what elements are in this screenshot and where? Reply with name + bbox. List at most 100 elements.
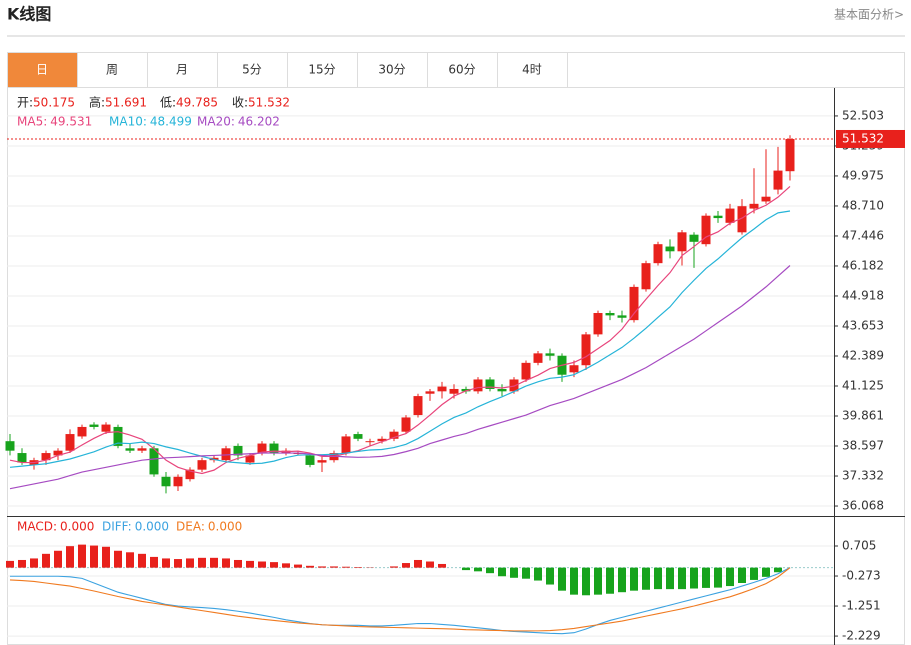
- macd-bar: [618, 567, 626, 593]
- macd-bar: [126, 552, 134, 568]
- y-tick-label: 39.861: [842, 408, 884, 422]
- candle-body: [149, 448, 159, 475]
- tab[interactable]: [287, 52, 358, 88]
- tab[interactable]: [7, 52, 78, 88]
- candle-body: [749, 203, 759, 209]
- candle-body: [65, 434, 75, 451]
- legend-value: 0.000: [60, 520, 94, 534]
- macd-bar: [6, 560, 14, 568]
- ma-line: [9, 265, 791, 490]
- tab-label[interactable]: 周: [106, 63, 118, 77]
- candle-body: [125, 448, 135, 451]
- tab-label[interactable]: 60分: [448, 63, 475, 77]
- tab-label[interactable]: 30分: [378, 63, 405, 77]
- last-price-label: 51.532: [842, 131, 884, 145]
- y-tick-label: 41.125: [842, 378, 884, 392]
- legend-label: MA10:: [109, 115, 147, 129]
- ohlc-value: 51.691: [105, 96, 147, 110]
- candle-body: [641, 263, 651, 290]
- legend-value: 46.202: [238, 115, 280, 129]
- tab-label[interactable]: 15分: [308, 63, 335, 77]
- macd-bar: [582, 567, 590, 596]
- candle-body: [533, 353, 543, 363]
- legend-label: MA5:: [17, 115, 47, 129]
- candle-body: [569, 365, 579, 373]
- candle-body: [425, 391, 435, 394]
- macd-bar: [558, 567, 566, 591]
- ma-line: [9, 186, 791, 475]
- candle-body: [701, 215, 711, 245]
- y-tick-label: 48.710: [842, 198, 884, 212]
- candle-body: [245, 455, 255, 463]
- y-tick-label: -2.229: [842, 629, 881, 643]
- macd-bar: [390, 566, 398, 568]
- macd-bar: [750, 567, 758, 580]
- y-tick-label: -0.273: [842, 569, 881, 583]
- candle-body: [461, 388, 471, 392]
- candle-body: [581, 334, 591, 366]
- macd-bar: [114, 550, 122, 568]
- tab-label[interactable]: 5分: [242, 63, 262, 77]
- macd-bar: [30, 558, 38, 568]
- candle-body: [677, 232, 687, 252]
- tab-label[interactable]: 月: [176, 63, 188, 77]
- macd-bar: [330, 566, 338, 568]
- candle-body: [389, 431, 399, 439]
- macd-bar: [18, 559, 26, 568]
- macd-bar: [774, 567, 782, 573]
- y-tick-label: 42.389: [842, 348, 884, 362]
- macd-bar: [78, 544, 86, 568]
- candle-body: [617, 315, 627, 318]
- tab-label[interactable]: 日: [36, 63, 48, 77]
- candle-body: [545, 353, 555, 356]
- candle-body: [509, 379, 519, 392]
- y-tick-label: 38.597: [842, 439, 884, 453]
- candle-body: [761, 196, 771, 202]
- macd-bar: [186, 558, 194, 568]
- y-tick-label: 36.068: [842, 499, 884, 513]
- tab[interactable]: [497, 52, 568, 88]
- candle-body: [497, 388, 507, 392]
- legend-label: MA20:: [197, 115, 235, 129]
- legend-label: MACD:: [17, 520, 57, 534]
- y-tick-label: 0.705: [842, 539, 876, 553]
- candle-body: [605, 313, 615, 316]
- macd-bar: [174, 559, 182, 568]
- macd-bar: [246, 560, 254, 568]
- macd-bar: [702, 567, 710, 588]
- y-tick-label: 43.653: [842, 318, 884, 332]
- candle-body: [665, 246, 675, 252]
- candle-body: [653, 244, 663, 264]
- macd-bar: [678, 567, 686, 590]
- y-tick-label: 52.503: [842, 108, 884, 122]
- y-tick-label: 47.446: [842, 228, 884, 242]
- macd-bar: [546, 567, 554, 585]
- tab[interactable]: [147, 52, 218, 88]
- tab-label[interactable]: 4时: [522, 63, 542, 77]
- candle-body: [113, 426, 123, 446]
- macd-bar: [486, 567, 494, 574]
- candle-body: [305, 455, 315, 465]
- fundamental-link[interactable]: 基本面分析>: [834, 8, 904, 22]
- candle-body: [785, 138, 795, 172]
- macd-bar: [522, 567, 530, 579]
- candle-body: [629, 286, 639, 321]
- macd-bar: [642, 567, 650, 590]
- y-tick-label: -1.251: [842, 599, 881, 613]
- y-tick-label: 44.918: [842, 288, 884, 302]
- candle-body: [233, 445, 243, 456]
- tab[interactable]: [77, 52, 148, 88]
- candle-body: [773, 170, 783, 190]
- macd-bar: [462, 567, 470, 571]
- macd-bar: [270, 562, 278, 568]
- ohlc-label: 收:: [232, 96, 248, 110]
- ohlc-value: 50.175: [33, 96, 75, 110]
- macd-bar: [570, 567, 578, 595]
- macd-bar: [594, 567, 602, 595]
- candle-body: [185, 469, 195, 480]
- macd-bar: [534, 567, 542, 581]
- candle-body: [737, 206, 747, 233]
- ohlc-value: 49.785: [176, 96, 218, 110]
- macd-bar: [54, 550, 62, 568]
